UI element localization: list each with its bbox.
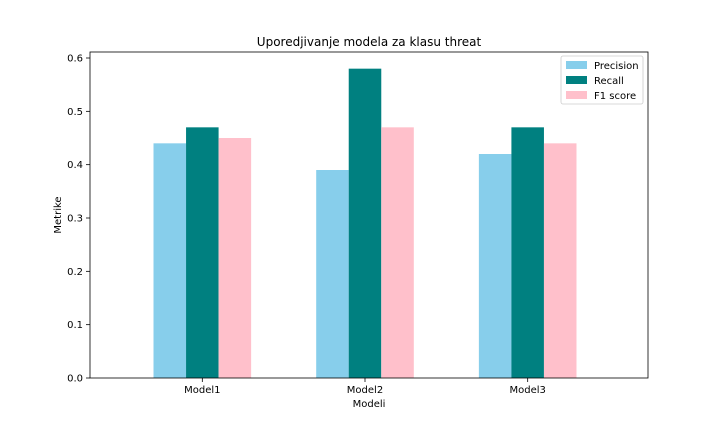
legend: Precision Recall F1 score	[560, 55, 644, 105]
legend-label-precision: Precision	[594, 61, 639, 72]
y-tick-label: 0.2	[67, 267, 83, 278]
bar-recall-model1	[186, 127, 219, 378]
legend-swatch-precision	[566, 61, 587, 69]
y-tick-label: 0.5	[67, 107, 83, 118]
y-axis-ticks: 0.0 0.1 0.2 0.3 0.4 0.5 0.6	[67, 54, 90, 385]
y-tick-label: 0.6	[67, 54, 83, 65]
plot-frame	[89, 51, 649, 379]
x-tick-label: Model3	[509, 385, 545, 396]
y-axis-label: Metrike	[53, 196, 64, 233]
legend-swatch-f1-score	[566, 91, 587, 99]
bar-f1-score-model1	[218, 138, 252, 378]
x-tick-label: Model1	[184, 385, 220, 396]
y-tick-label: 0.3	[67, 214, 83, 225]
bar-recall-model3	[511, 127, 544, 378]
legend-swatch-recall	[566, 76, 587, 84]
bar-f1-score-model3	[543, 143, 577, 378]
y-tick-label: 0.4	[67, 160, 83, 171]
legend-label-f1-score: F1 score	[594, 91, 636, 102]
chart-title: Uporedjivanje modela za klasu threat	[257, 35, 482, 49]
bar-precision-model3	[478, 154, 512, 378]
bar-precision-model2	[316, 170, 349, 378]
y-tick-label: 0.1	[67, 320, 83, 331]
bar-f1-score-model2	[381, 127, 414, 378]
legend-label-recall: Recall	[594, 76, 624, 87]
bars-group	[153, 68, 577, 379]
x-axis-ticks: Model1 Model2 Model3	[184, 378, 546, 396]
x-tick-label: Model2	[347, 385, 383, 396]
y-tick-label: 0.0	[67, 374, 83, 385]
x-axis-label: Modeli	[353, 399, 386, 410]
bar-recall-model2	[348, 68, 382, 379]
bar-precision-model1	[153, 143, 187, 378]
